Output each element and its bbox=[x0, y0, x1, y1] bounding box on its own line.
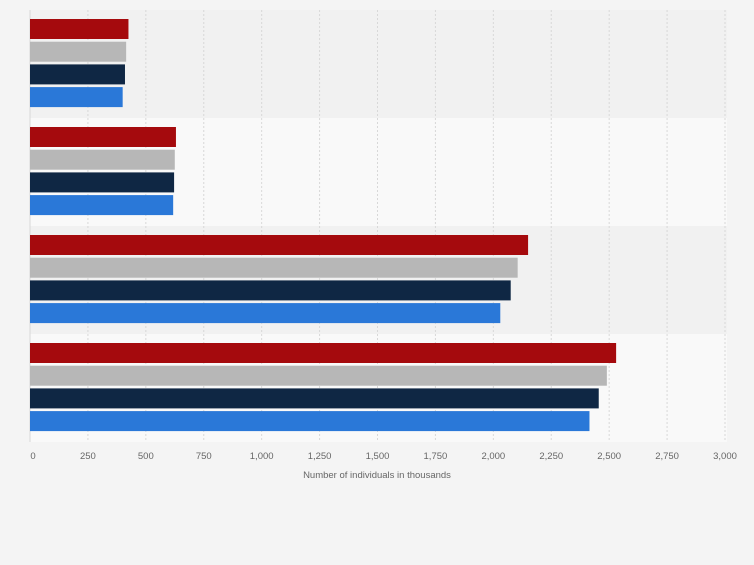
x-tick-label: 500 bbox=[138, 451, 154, 462]
x-tick-label: 2,000 bbox=[481, 451, 505, 462]
x-tick-label: 3,000 bbox=[713, 451, 737, 462]
category-band bbox=[30, 10, 727, 118]
bar[interactable] bbox=[30, 19, 129, 39]
x-tick-label: 2,750 bbox=[655, 451, 679, 462]
bar[interactable] bbox=[30, 280, 511, 301]
bar[interactable] bbox=[30, 365, 607, 386]
bar[interactable] bbox=[30, 303, 501, 324]
bars bbox=[30, 19, 617, 432]
bar[interactable] bbox=[30, 64, 125, 85]
bar[interactable] bbox=[30, 127, 176, 147]
bar[interactable] bbox=[30, 388, 599, 409]
x-tick-label: 0 bbox=[30, 451, 35, 462]
x-tick-label: 1,750 bbox=[424, 451, 448, 462]
x-axis-ticks: 0 250 500 750 1,000 1,250 1,500 1,750 2,000 2,250… bbox=[30, 451, 737, 462]
x-axis-label: Number of individuals in thousands bbox=[303, 470, 451, 481]
bar[interactable] bbox=[30, 411, 590, 432]
bar[interactable] bbox=[30, 235, 529, 255]
bar[interactable] bbox=[30, 172, 175, 193]
x-tick-label: 250 bbox=[80, 451, 96, 462]
bar[interactable] bbox=[30, 87, 123, 108]
bar[interactable] bbox=[30, 149, 175, 170]
x-tick-label: 1,250 bbox=[308, 451, 332, 462]
x-tick-label: 1,500 bbox=[366, 451, 390, 462]
x-tick-label: 2,500 bbox=[597, 451, 621, 462]
bar[interactable] bbox=[30, 257, 518, 278]
x-tick-label: 2,250 bbox=[539, 451, 563, 462]
x-tick-label: 1,000 bbox=[250, 451, 274, 462]
bar[interactable] bbox=[30, 195, 174, 216]
bar[interactable] bbox=[30, 41, 127, 62]
bar[interactable] bbox=[30, 343, 617, 363]
x-tick-label: 750 bbox=[196, 451, 212, 462]
